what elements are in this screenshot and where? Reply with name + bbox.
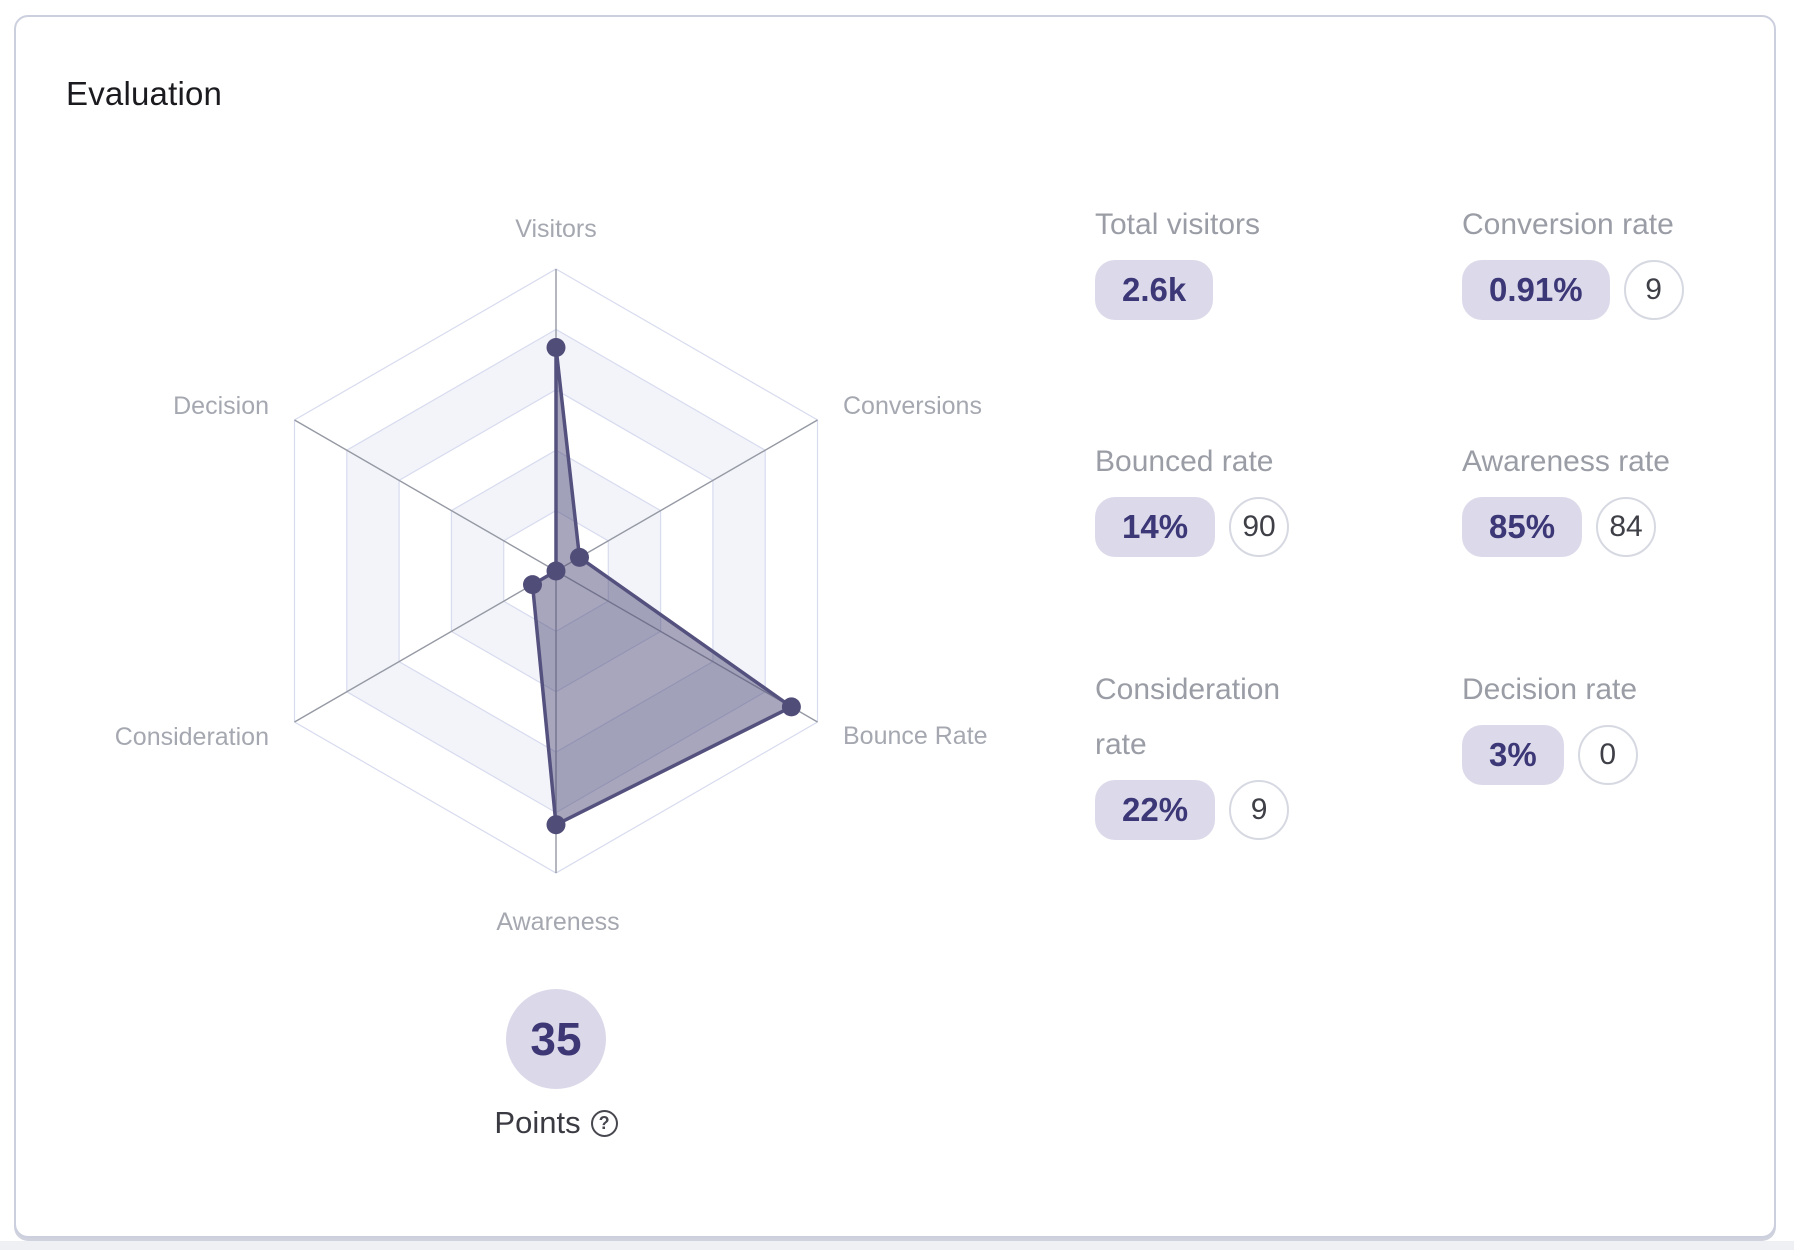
metric-conversion-rate: Conversion rate 0.91% 9 — [1462, 197, 1794, 320]
metric-label: Awareness rate — [1462, 445, 1670, 478]
metric-value-pill: 22% — [1095, 780, 1216, 840]
page-bottom-strip — [0, 1241, 1794, 1250]
radar-data-point — [570, 547, 589, 567]
metric-consideration-rate: Consideration rate 22% 9 — [1095, 662, 1320, 840]
metric-value-pill: 0.91% — [1462, 260, 1610, 320]
metric-value-pill: 14% — [1095, 497, 1216, 557]
radar-data-point — [546, 338, 566, 357]
metric-score-circle: 9 — [1229, 780, 1290, 840]
radar-axis-label: Bounce Rate — [843, 722, 988, 750]
metric-bounced-rate: Bounced rate 14% 90 — [1095, 434, 1435, 557]
metric-value-pill: 85% — [1462, 497, 1583, 557]
radar-data-point — [781, 697, 801, 717]
radar-axis-label: Consideration — [115, 723, 269, 751]
points-caption: Points ? — [431, 1103, 681, 1143]
metric-score-circle: 9 — [1623, 260, 1684, 320]
radar-axis-label: Decision — [173, 392, 269, 420]
metric-score-circle: 90 — [1229, 497, 1290, 557]
metric-label: Total visitors — [1095, 208, 1261, 241]
radar-data-point — [546, 561, 566, 581]
metric-label: Decision rate — [1462, 673, 1638, 706]
evaluation-card: Evaluation Visitors Conversions Bounce Rat… — [14, 15, 1776, 1238]
points-badge: 35 — [506, 989, 606, 1089]
metric-total-visitors: Total visitors 2.6k — [1095, 197, 1435, 320]
radar-data-point — [546, 815, 566, 835]
metric-score-circle: 0 — [1577, 725, 1638, 785]
metric-label: Bounced rate — [1095, 445, 1274, 478]
metric-value-pill: 2.6k — [1095, 260, 1214, 320]
metric-label: Conversion rate — [1462, 208, 1674, 241]
radar-axis-label: Awareness — [496, 908, 619, 936]
radar-data-point — [523, 575, 542, 595]
radar-axis-label: Visitors — [515, 215, 597, 243]
card-title: Evaluation — [66, 75, 223, 112]
points-label: Points — [494, 1105, 581, 1140]
metric-label: Consideration rate — [1095, 673, 1281, 761]
radar-axis-label: Conversions — [843, 392, 982, 420]
radar-chart: Visitors Conversions Bounce Rate Awareness C… — [115, 215, 988, 936]
metric-score-circle: 84 — [1596, 497, 1657, 557]
help-circle-icon[interactable]: ? — [590, 1109, 618, 1137]
metric-value-pill: 3% — [1462, 725, 1564, 785]
metric-decision-rate: Decision rate 3% 0 — [1462, 662, 1794, 785]
metric-awareness-rate: Awareness rate 85% 84 — [1462, 434, 1794, 557]
